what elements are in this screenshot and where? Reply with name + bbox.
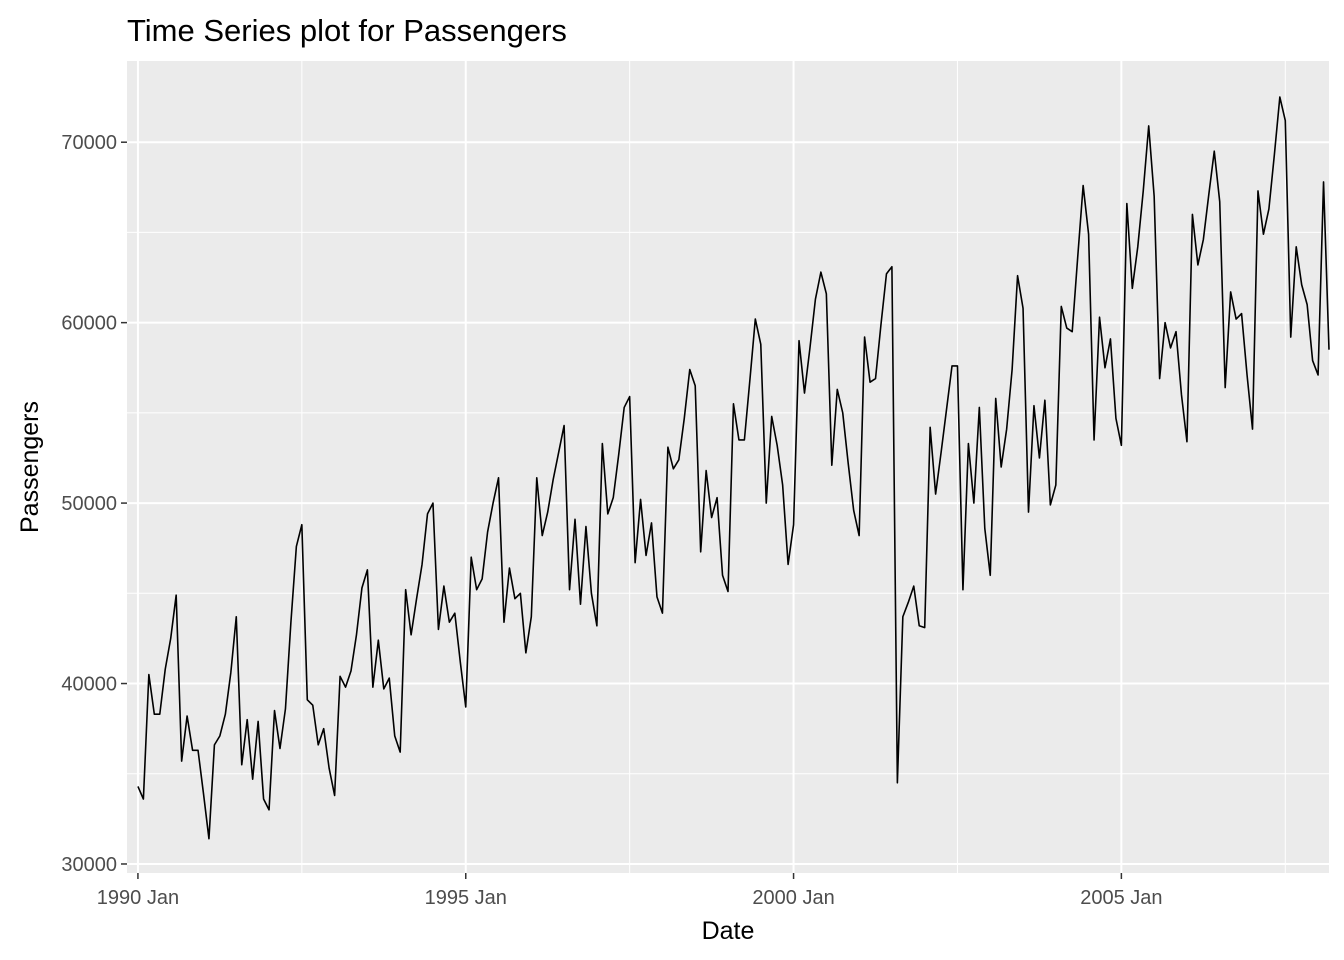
plot-panel xyxy=(127,61,1329,873)
series-line xyxy=(137,96,1330,840)
y-axis: 30000 40000 50000 60000 70000 xyxy=(61,132,127,876)
y-tick-label: 70000 xyxy=(61,132,117,154)
x-tick-label: 2000 Jan xyxy=(752,887,834,909)
y-tick-label: 60000 xyxy=(61,313,117,335)
y-tick-label: 40000 xyxy=(61,674,117,696)
x-axis-title: Date xyxy=(702,917,755,945)
x-tick-label: 2005 Jan xyxy=(1080,887,1162,909)
chart-title: Time Series plot for Passengers xyxy=(127,13,567,48)
x-tick-label: 1990 Jan xyxy=(97,887,179,909)
grid-lines xyxy=(127,61,1329,873)
y-tick-label: 30000 xyxy=(61,854,117,876)
y-tick-label: 50000 xyxy=(61,493,117,515)
x-axis: 1990 Jan 1995 Jan 2000 Jan 2005 Jan xyxy=(97,873,1163,909)
x-tick-label: 1995 Jan xyxy=(425,887,507,909)
y-axis-title: Passengers xyxy=(16,401,44,533)
series-layer xyxy=(137,96,1330,840)
